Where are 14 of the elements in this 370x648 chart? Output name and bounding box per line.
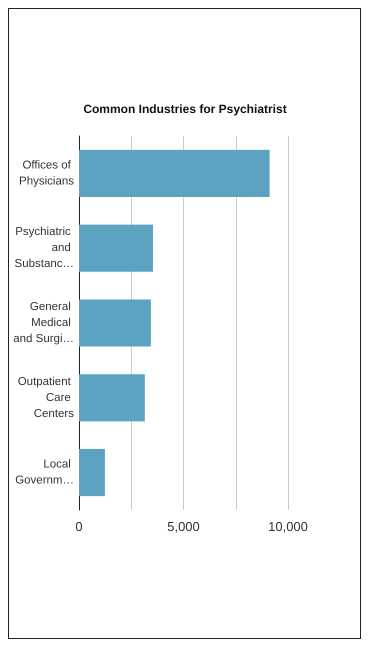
y-tick-label: Local Governm… — [15, 458, 74, 487]
bar — [79, 150, 270, 197]
bar — [79, 224, 153, 272]
bar — [79, 374, 145, 422]
x-tick-label: 0 — [75, 519, 83, 534]
chart-title: Common Industries for Psychiatrist — [83, 102, 287, 116]
y-tick-label: Offices of Physicians — [19, 159, 74, 188]
y-tick-label: General Medical and Surgi… — [13, 301, 74, 345]
x-tick-label: 10,000 — [268, 519, 308, 534]
y-tick-label: Outpatient Care Centers — [18, 376, 74, 420]
x-tick-label: 5,000 — [167, 519, 200, 534]
y-tick-label: Psychiatric and Substanc… — [14, 226, 74, 270]
bar — [79, 449, 105, 496]
bar — [79, 299, 151, 347]
